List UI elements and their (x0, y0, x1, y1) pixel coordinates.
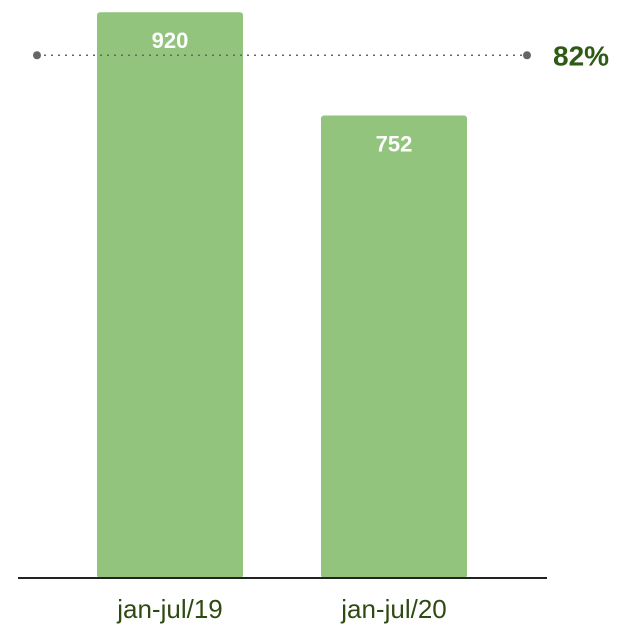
category-label: jan-jul/19 (116, 594, 223, 624)
reference-line-label: 82% (553, 40, 609, 71)
bar-jan-jul/20 (321, 115, 467, 579)
bar-jan-jul/19 (97, 12, 243, 578)
category-label: jan-jul/20 (340, 594, 447, 624)
bars-group (97, 12, 467, 579)
category-labels-group: jan-jul/19 jan-jul/20 (116, 594, 447, 624)
bar-value-label: 920 (152, 28, 189, 53)
reference-line-end-dot (523, 51, 531, 60)
reference-line-start-dot (33, 51, 41, 60)
data-labels-group: 920 752 (152, 28, 413, 156)
bar-value-label: 752 (376, 132, 413, 157)
